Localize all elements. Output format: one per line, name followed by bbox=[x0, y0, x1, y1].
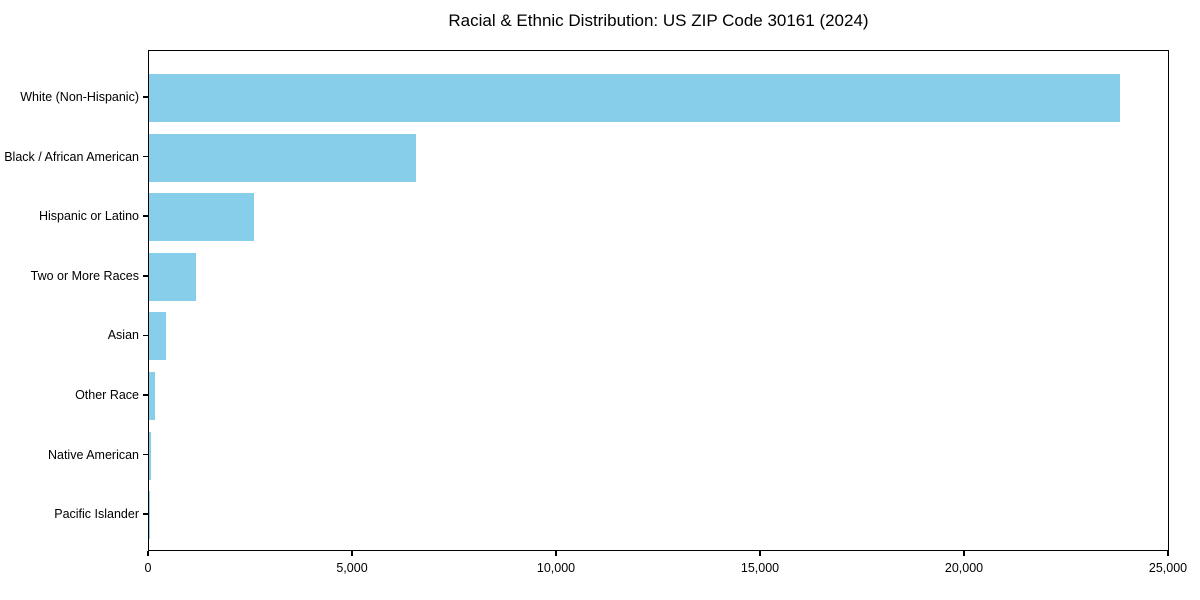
x-axis-tick-label: 15,000 bbox=[740, 561, 780, 575]
bar bbox=[149, 372, 156, 420]
y-axis-label: Black / African American bbox=[4, 149, 139, 164]
bar bbox=[149, 252, 196, 301]
y-axis-tick bbox=[143, 215, 148, 217]
chart-title: Racial & Ethnic Distribution: US ZIP Cod… bbox=[448, 11, 869, 30]
y-axis-tick bbox=[143, 155, 148, 158]
bar bbox=[149, 431, 151, 480]
x-axis-tick bbox=[963, 551, 965, 556]
x-axis-tick bbox=[555, 551, 557, 556]
plot-area bbox=[148, 50, 1169, 551]
x-axis-tick-label: 10,000 bbox=[536, 561, 576, 575]
y-axis-tick bbox=[143, 334, 148, 337]
x-axis-tick bbox=[147, 551, 149, 556]
y-axis-tick bbox=[143, 513, 148, 515]
y-axis-tick bbox=[143, 394, 148, 396]
y-axis-tick bbox=[143, 275, 148, 277]
y-axis-label: Other Race bbox=[75, 388, 139, 402]
x-axis-tick-label: 20,000 bbox=[944, 561, 984, 575]
y-axis-label: Two or More Races bbox=[30, 268, 139, 283]
x-axis-tick-label: 5,000 bbox=[336, 561, 368, 575]
bar bbox=[149, 193, 254, 242]
x-axis-tick-label: 25,000 bbox=[1148, 561, 1188, 575]
bar bbox=[149, 74, 1121, 122]
y-axis-label: White (Non-Hispanic) bbox=[20, 90, 139, 104]
y-axis-tick bbox=[143, 96, 148, 98]
x-axis-tick bbox=[1167, 551, 1169, 556]
x-axis-tick-label: 0 bbox=[144, 561, 152, 575]
y-axis-label: Native American bbox=[47, 447, 139, 462]
x-axis-tick bbox=[759, 551, 761, 556]
y-axis-label: Hispanic or Latino bbox=[38, 209, 139, 224]
bar bbox=[149, 133, 417, 182]
y-axis-label: Pacific Islander bbox=[54, 507, 139, 522]
y-axis-label: Asian bbox=[107, 328, 139, 343]
y-axis-tick bbox=[143, 453, 148, 456]
x-axis-tick bbox=[351, 551, 353, 556]
bar bbox=[149, 312, 167, 361]
